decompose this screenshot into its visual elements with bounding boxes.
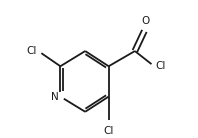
Text: Cl: Cl [104, 126, 114, 136]
Text: Cl: Cl [27, 46, 37, 56]
Text: N: N [50, 92, 58, 102]
Text: O: O [142, 16, 150, 26]
Text: Cl: Cl [156, 61, 166, 71]
